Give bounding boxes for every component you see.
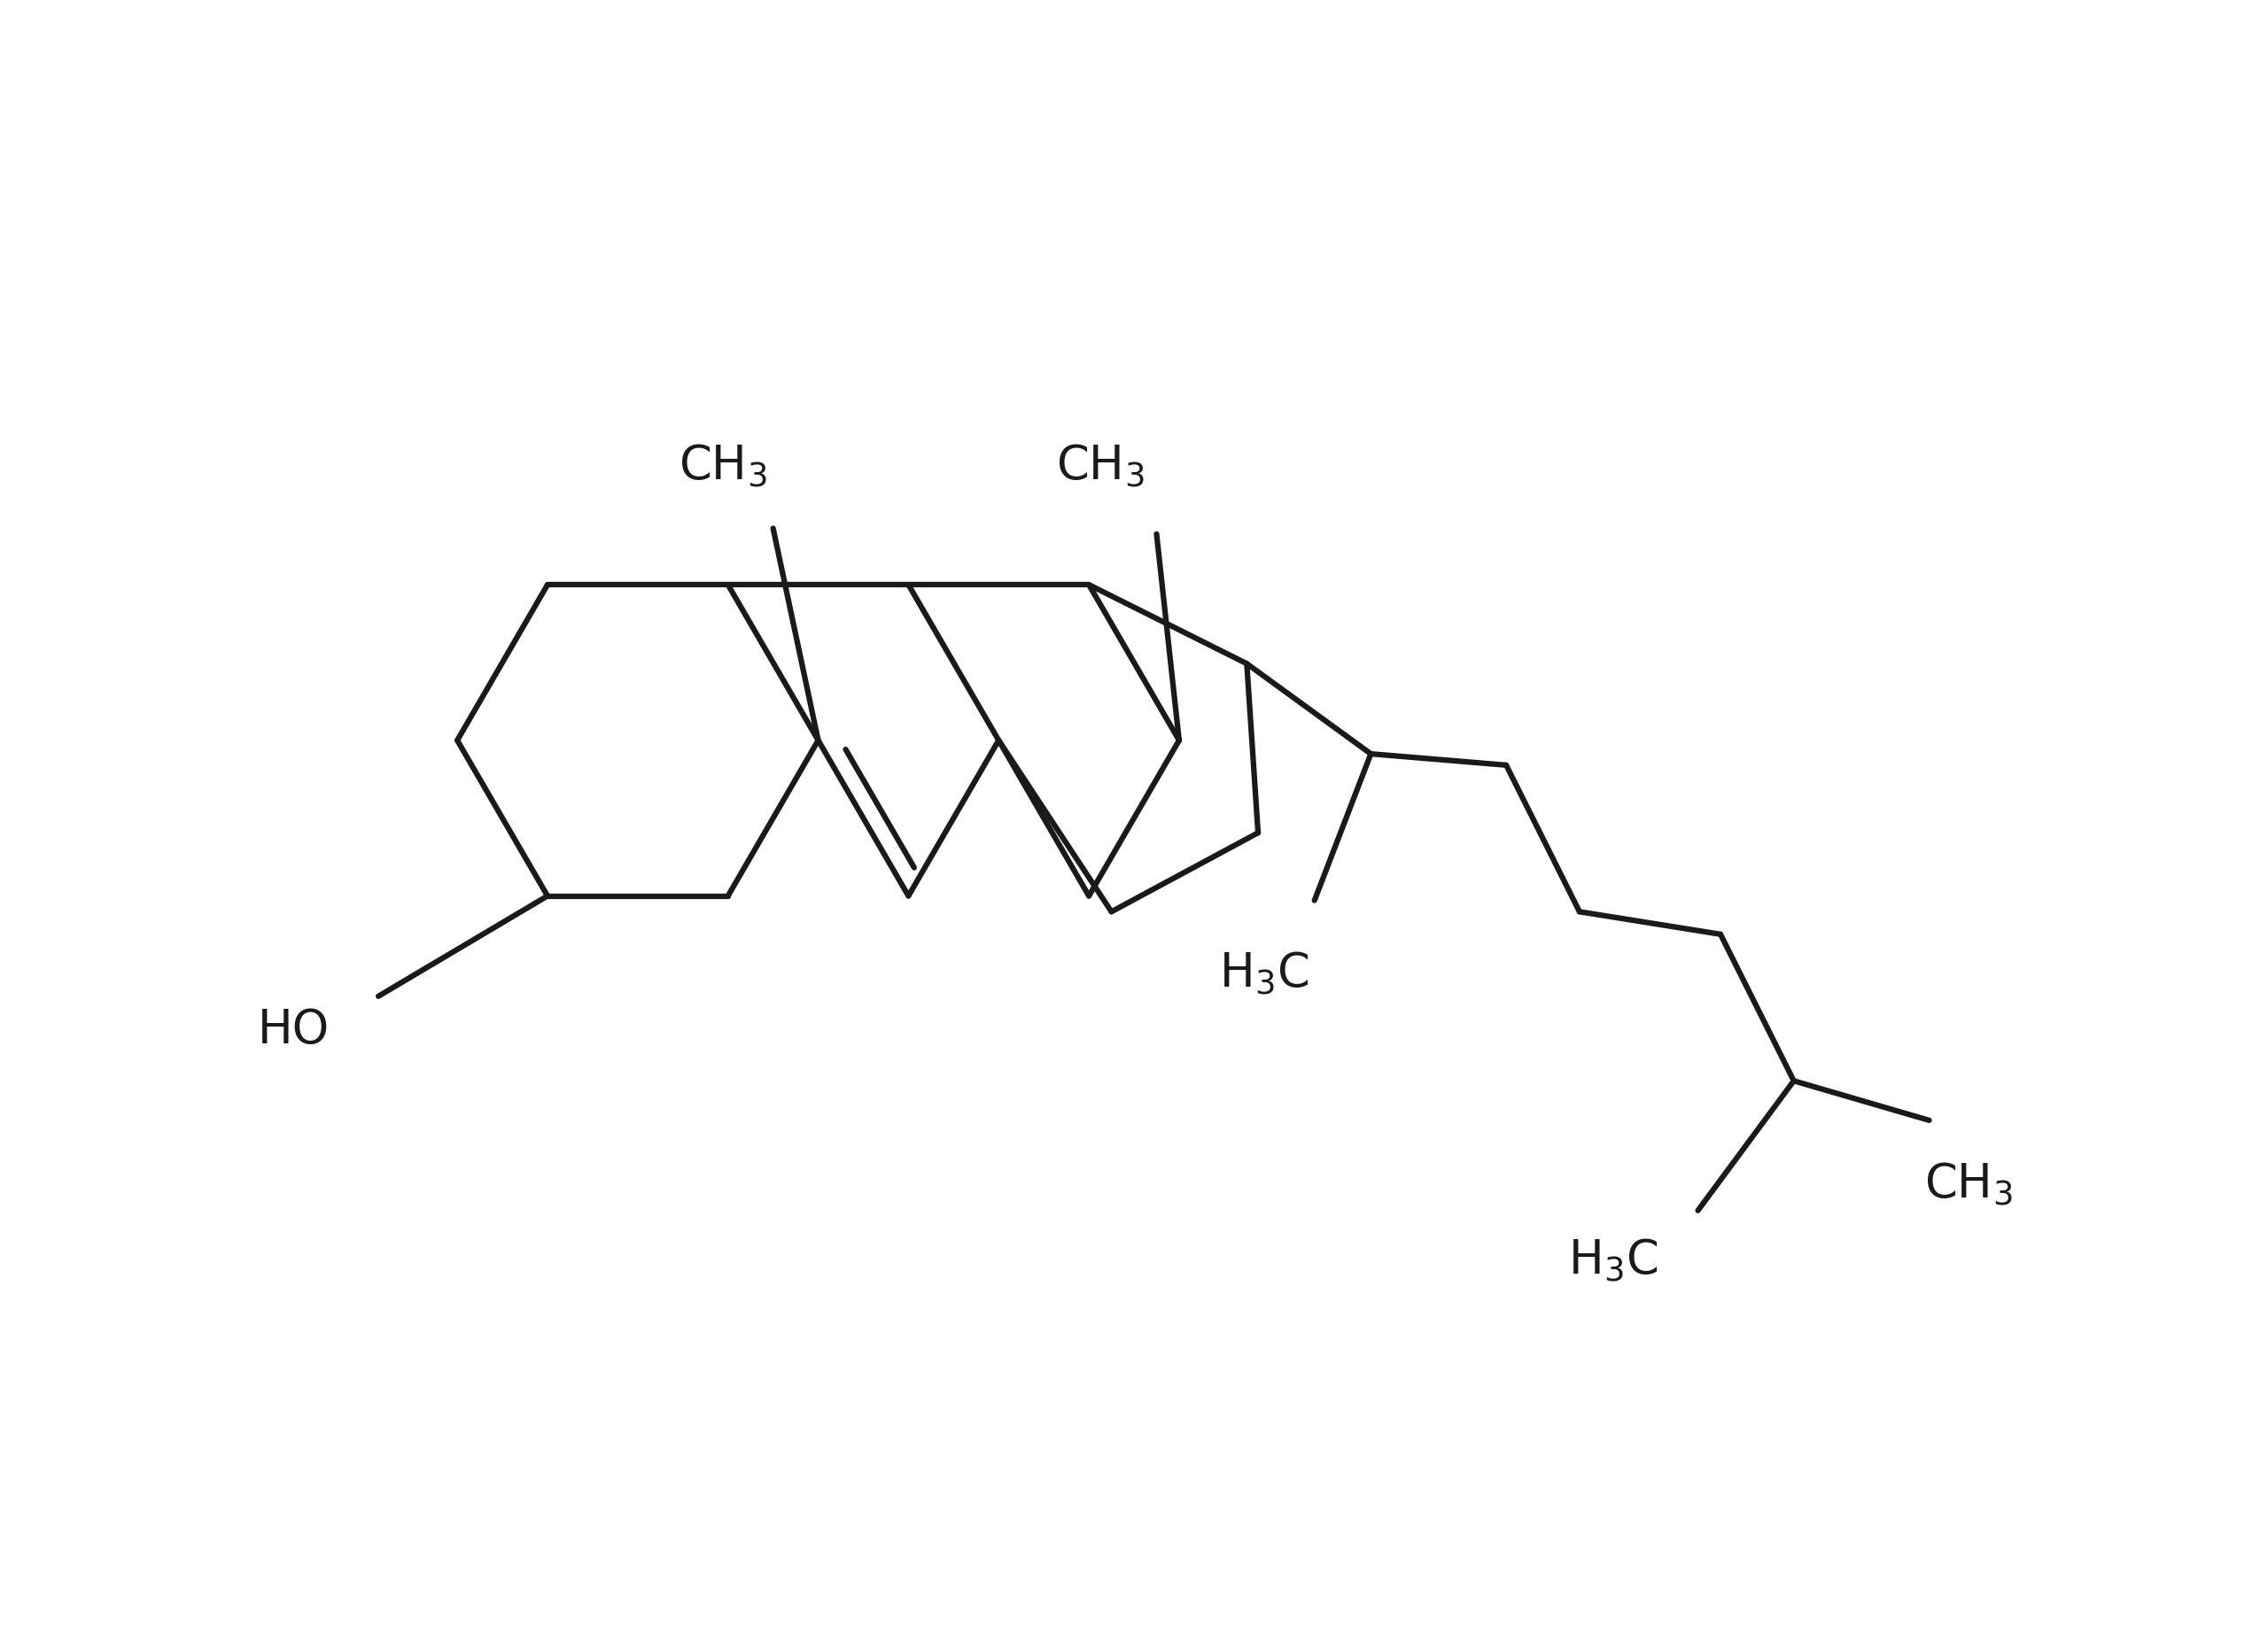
Text: HO: HO: [259, 1007, 329, 1053]
Text: CH$_3$: CH$_3$: [1057, 444, 1145, 490]
Text: H$_3$C: H$_3$C: [1218, 950, 1309, 997]
Text: CH$_3$: CH$_3$: [1926, 1162, 2012, 1208]
Text: CH$_3$: CH$_3$: [678, 444, 767, 490]
Text: H$_3$C: H$_3$C: [1569, 1237, 1658, 1285]
